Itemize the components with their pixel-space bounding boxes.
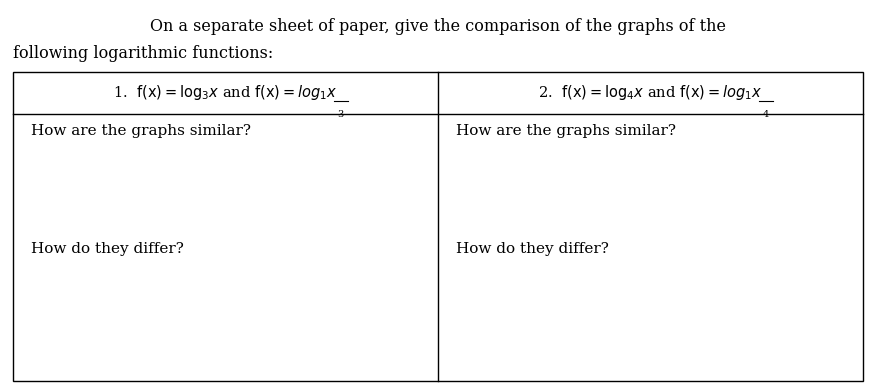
- Text: 3: 3: [337, 111, 343, 120]
- Text: 2.  $\mathrm{f(x)} = \mathrm{log}_4x$ and $\mathrm{f(x)} = \mathit{log}_1x$: 2. $\mathrm{f(x)} = \mathrm{log}_4x$ and…: [538, 84, 763, 102]
- Text: 1.  $\mathrm{f(x)} = \mathrm{log}_3x$ and $\mathrm{f(x)} = \mathit{log}_1x$: 1. $\mathrm{f(x)} = \mathrm{log}_3x$ and…: [113, 84, 338, 102]
- Text: On a separate sheet of paper, give the comparison of the graphs of the: On a separate sheet of paper, give the c…: [150, 18, 726, 35]
- Text: How are the graphs similar?: How are the graphs similar?: [456, 124, 676, 138]
- Text: How do they differ?: How do they differ?: [456, 242, 609, 256]
- Text: following logarithmic functions:: following logarithmic functions:: [13, 45, 273, 62]
- Text: How are the graphs similar?: How are the graphs similar?: [31, 124, 251, 138]
- Text: How do they differ?: How do they differ?: [31, 242, 184, 256]
- Text: 4: 4: [762, 111, 768, 120]
- Bar: [13, 72, 863, 381]
